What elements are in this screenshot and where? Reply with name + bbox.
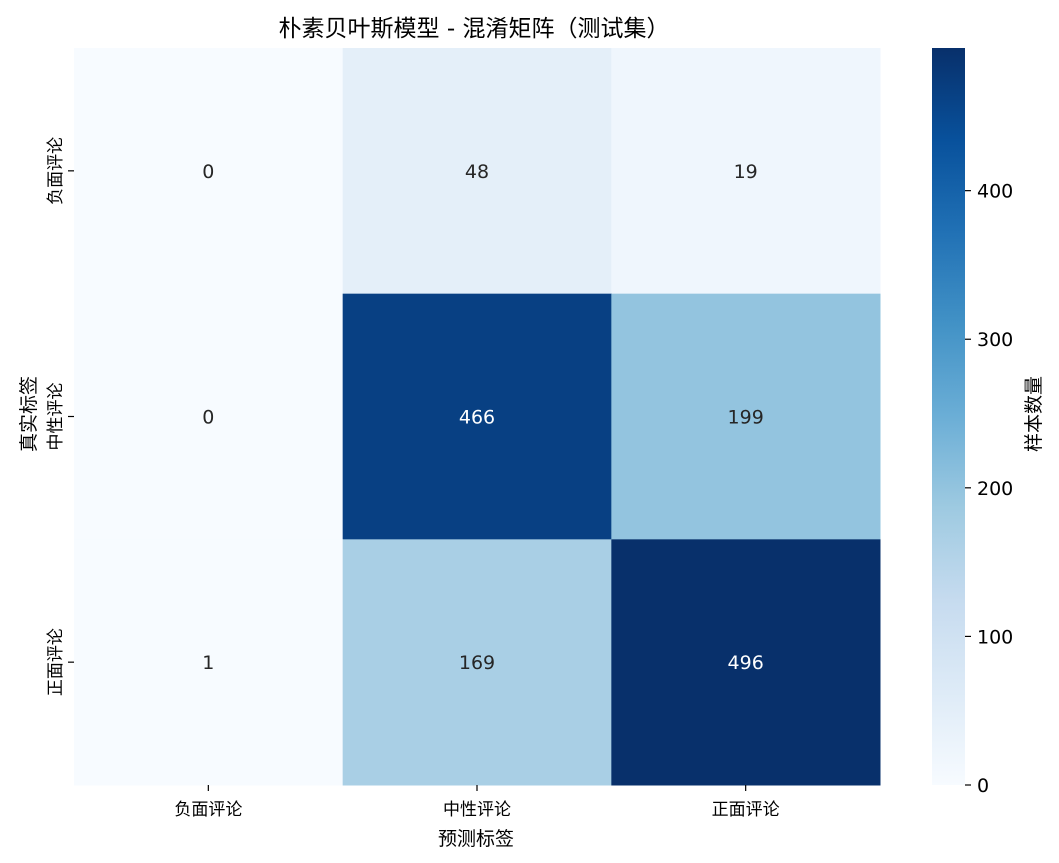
colorbar-tick-label: 0 — [977, 775, 989, 797]
cell-value-label: 1 — [202, 652, 214, 674]
x-tick-label: 负面评论 — [174, 800, 242, 820]
x-tick-label: 正面评论 — [712, 800, 780, 820]
colorbar-ticks: 0 100 200 300 400 — [965, 181, 1013, 797]
y-tick-label: 中性评论 — [46, 383, 66, 451]
heatmap-cell — [611, 48, 881, 295]
cell-value-label: 496 — [728, 652, 764, 674]
colorbar-label: 样本数量 — [1023, 376, 1045, 452]
heatmap-cell — [611, 293, 881, 540]
heatmap-cell-labels: 0 48 19 0 466 199 1 169 496 — [202, 161, 764, 674]
colorbar-tick-label: 300 — [977, 329, 1013, 351]
cell-value-label: 199 — [728, 407, 764, 429]
y-tick-label: 正面评论 — [46, 628, 66, 696]
heatmap-cell — [611, 539, 881, 786]
x-tick-label: 中性评论 — [443, 800, 511, 820]
colorbar-tick-label: 200 — [977, 478, 1013, 500]
cell-value-label: 48 — [465, 161, 489, 183]
heatmap-cell — [74, 293, 344, 540]
cell-value-label: 0 — [202, 161, 214, 183]
chart-title: 朴素贝叶斯模型 - 混淆矩阵（测试集） — [279, 16, 670, 42]
colorbar-tick-label: 100 — [977, 626, 1013, 648]
heatmap-cell — [342, 539, 612, 786]
heatmap-cells — [74, 48, 881, 786]
x-axis-label: 预测标签 — [438, 828, 514, 850]
x-axis-ticks: 负面评论 中性评论 正面评论 — [174, 785, 780, 820]
cell-value-label: 466 — [459, 407, 495, 429]
heatmap-cell — [74, 48, 344, 295]
cell-value-label: 0 — [202, 407, 214, 429]
colorbar-tick-label: 400 — [977, 181, 1013, 203]
y-tick-label: 负面评论 — [46, 137, 66, 205]
cell-value-label: 169 — [459, 652, 495, 674]
heatmap-cell — [342, 48, 612, 295]
cell-value-label: 19 — [734, 161, 758, 183]
heatmap-cell — [74, 539, 344, 786]
y-axis-label: 真实标签 — [18, 376, 40, 452]
colorbar — [932, 48, 965, 785]
heatmap-cell — [342, 293, 612, 540]
